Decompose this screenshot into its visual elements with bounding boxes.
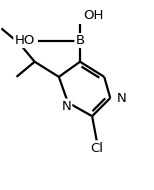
Text: Cl: Cl: [90, 142, 103, 155]
Text: HO: HO: [14, 34, 35, 47]
Text: B: B: [75, 34, 85, 47]
Text: N: N: [116, 92, 126, 105]
Text: OH: OH: [83, 10, 103, 22]
Text: N: N: [62, 100, 71, 112]
